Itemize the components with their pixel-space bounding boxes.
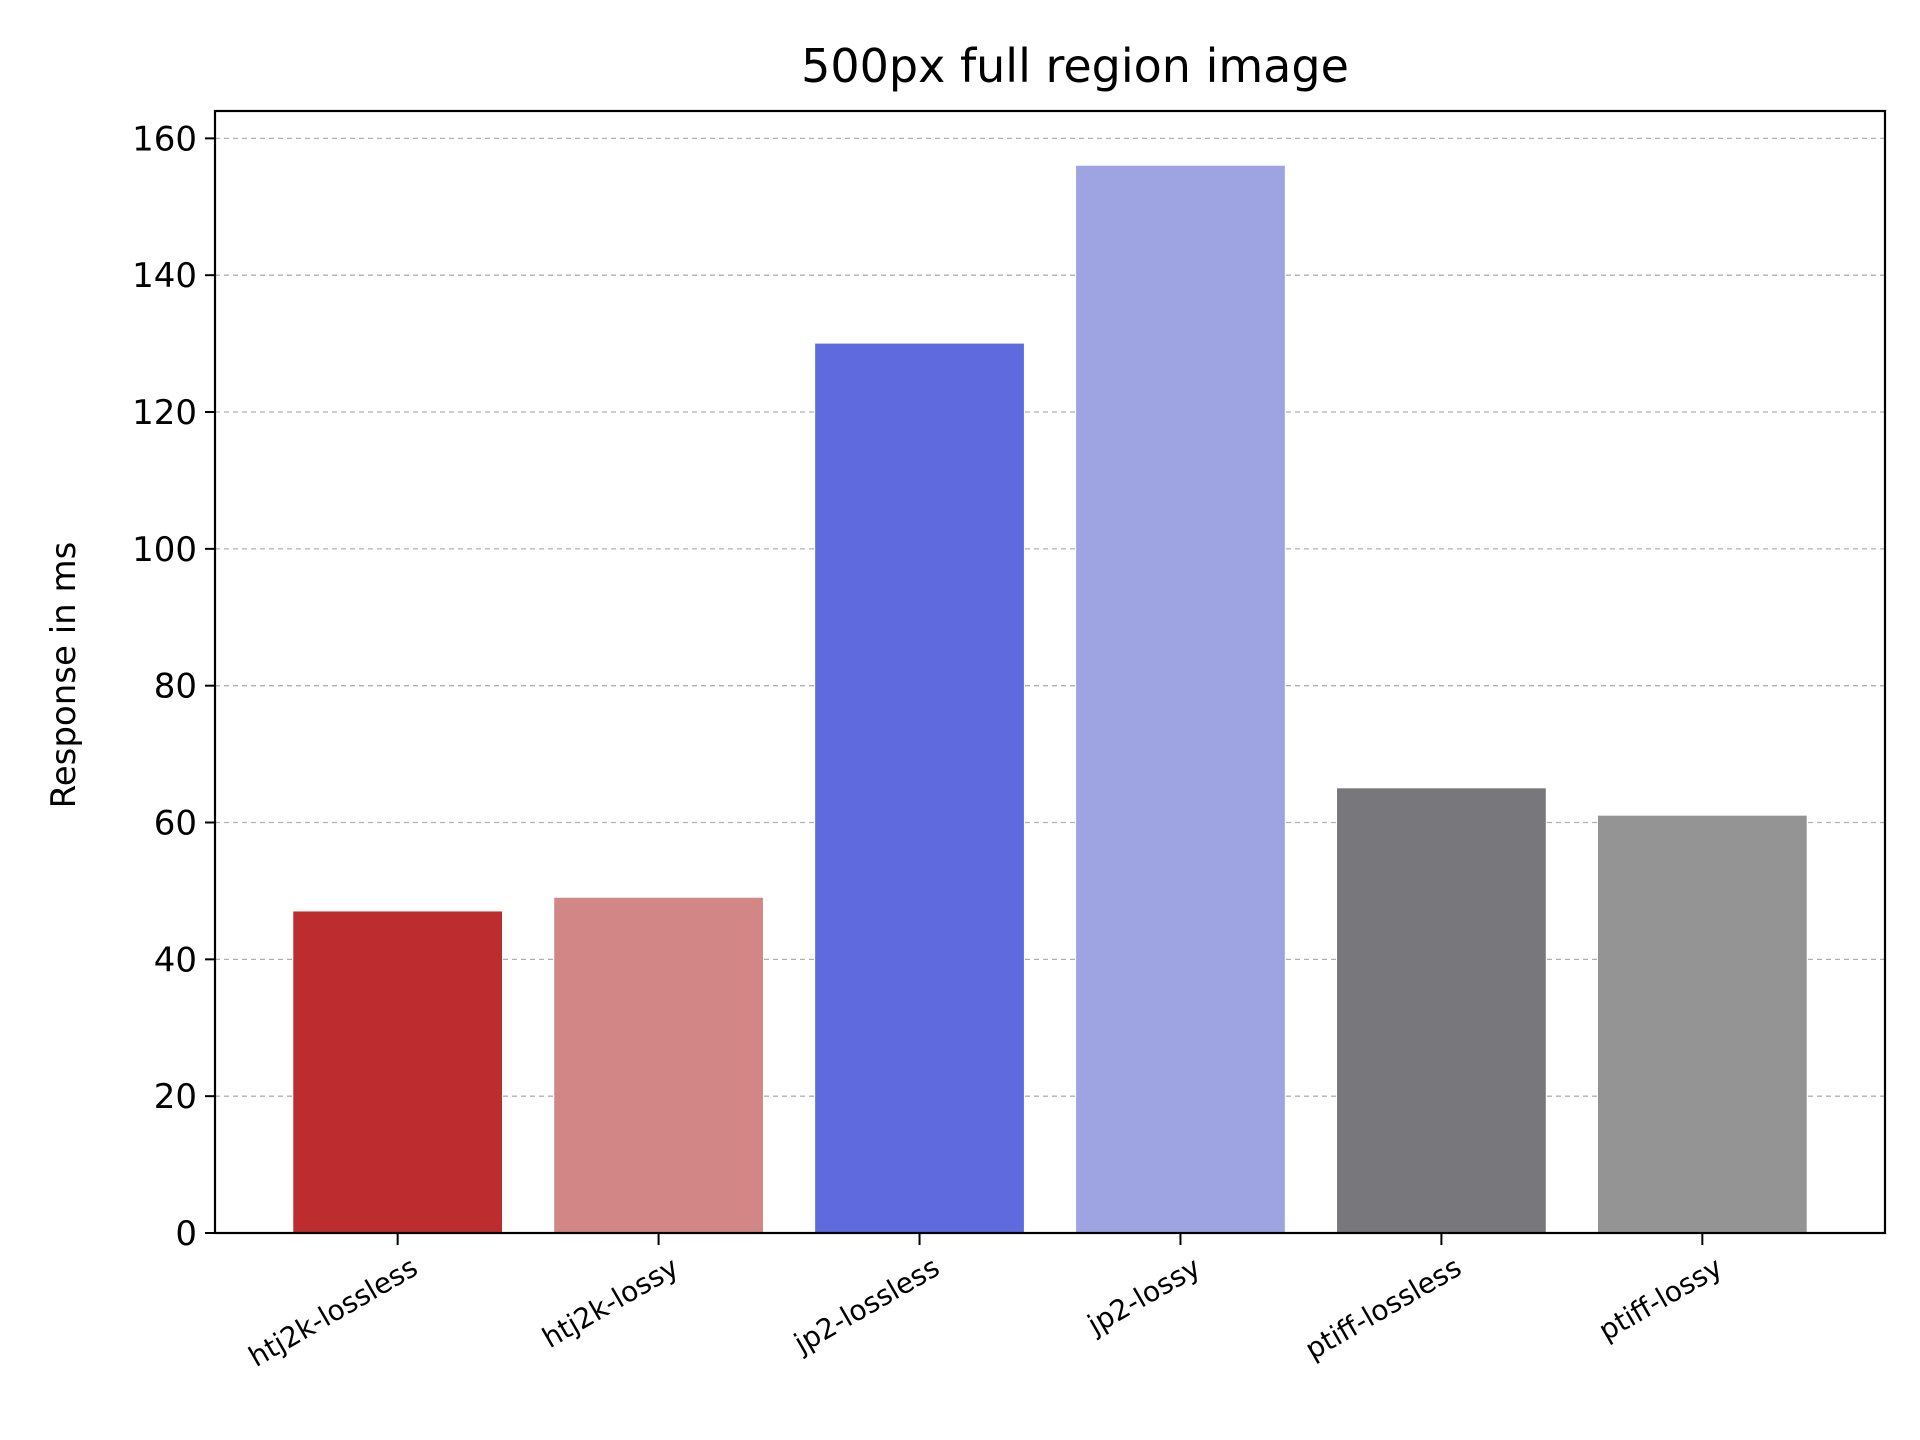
x-tick-label: jp2-lossy	[1081, 1250, 1206, 1341]
y-tick-label: 0	[175, 1214, 197, 1254]
y-tick-label: 60	[154, 804, 197, 844]
bar-htj2k-lossless	[293, 911, 503, 1233]
plot-frame	[213, 109, 1887, 1235]
y-tick-label: 140	[132, 256, 197, 296]
y-tick-label: 100	[132, 530, 197, 570]
x-tick-label: ptiff-lossy	[1593, 1250, 1728, 1347]
x-tick-label: jp2-lossless	[788, 1250, 945, 1360]
bar-ptiff-lossless	[1337, 788, 1546, 1233]
bar-jp2-lossless	[815, 343, 1024, 1233]
y-tick-label: 20	[154, 1077, 197, 1117]
y-tick-label: 80	[154, 667, 197, 707]
y-tick-label: 120	[132, 393, 197, 433]
y-axis-label: Response in ms	[44, 542, 84, 809]
bar-htj2k-lossy	[554, 897, 763, 1233]
y-axis-ticks: 0 20 40 60 80 100 120 140 160	[132, 119, 215, 1254]
y-tick-label: 40	[154, 940, 197, 980]
x-axis-ticks: htj2k-lossless htj2k-lossy jp2-lossless jp2…	[243, 1233, 1728, 1374]
x-tick-label: ptiff-lossless	[1300, 1250, 1467, 1366]
x-tick-label: htj2k-lossy	[537, 1250, 685, 1354]
bar-ptiff-lossy	[1597, 815, 1807, 1233]
y-tick-label: 160	[132, 119, 197, 159]
chart-title: 500px full region image	[801, 39, 1349, 93]
bar-jp2-lossy	[1076, 165, 1285, 1234]
bars	[293, 165, 1807, 1234]
x-tick-label: htj2k-lossless	[243, 1250, 423, 1373]
